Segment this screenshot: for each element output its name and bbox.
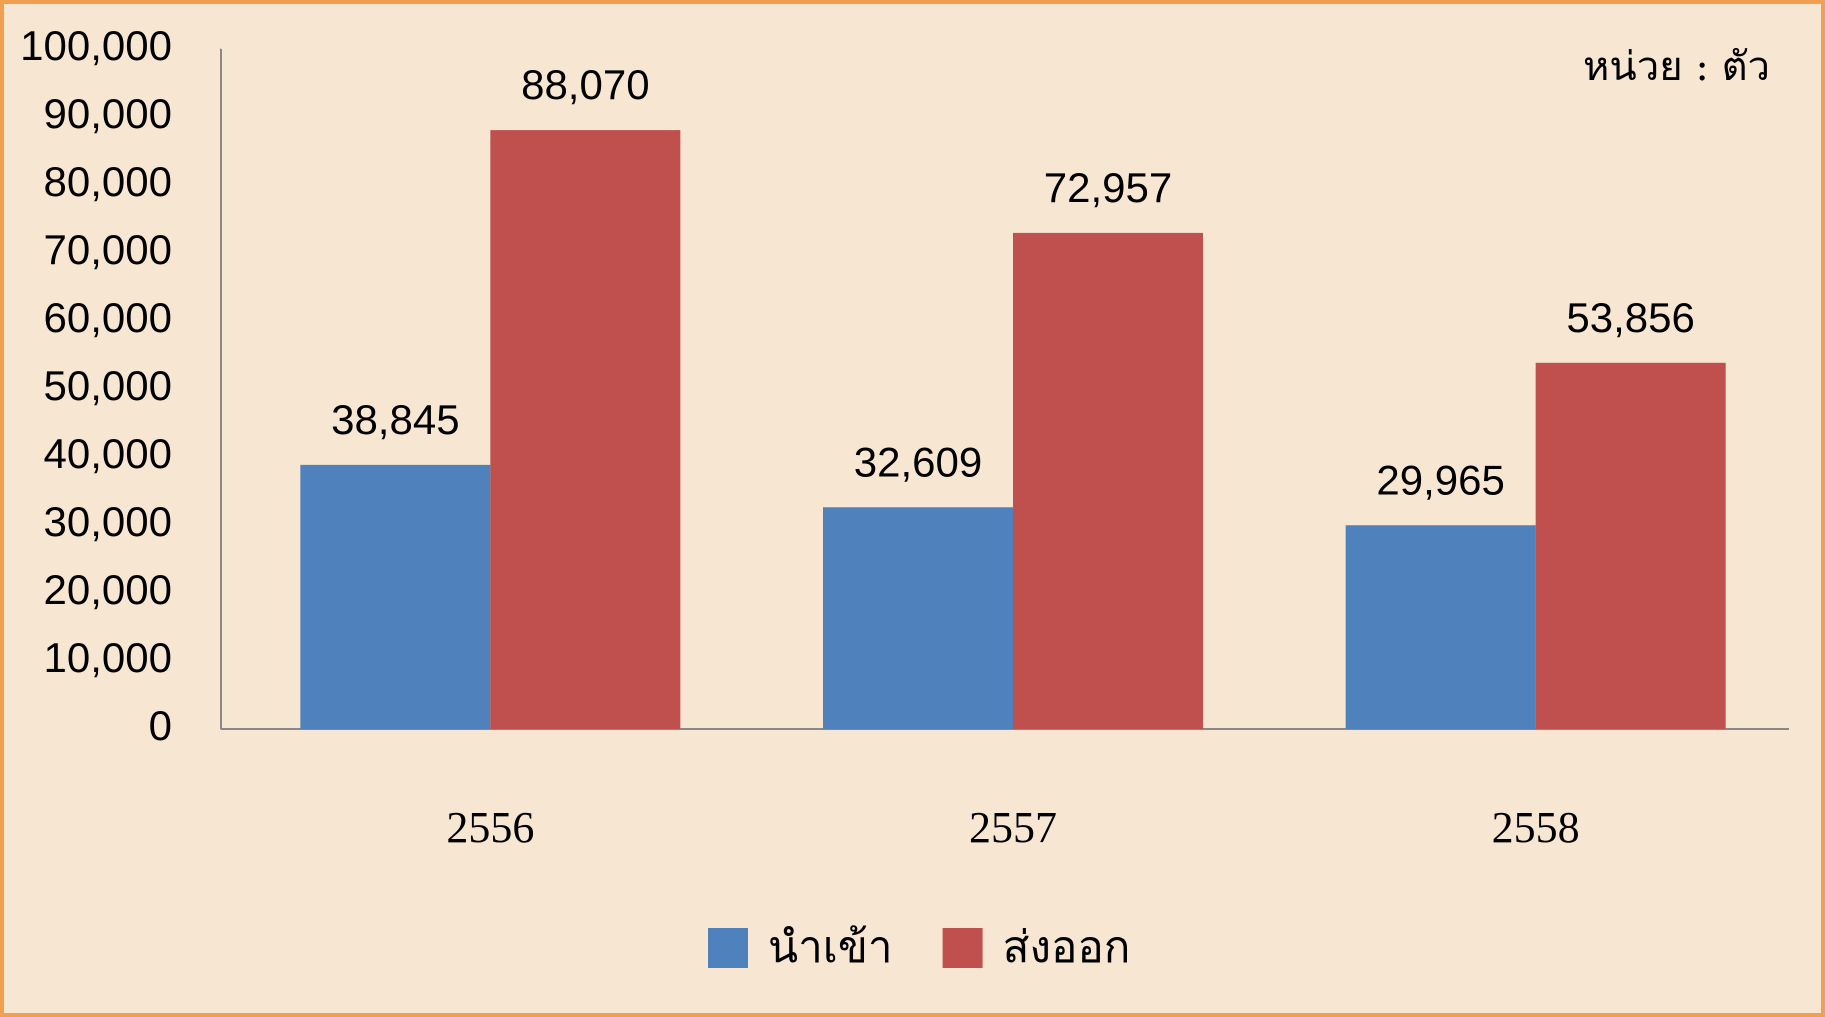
- bar: [823, 507, 1013, 729]
- value-label: 88,070: [521, 61, 649, 108]
- bar: [1013, 232, 1203, 729]
- y-tick-label: 50,000: [44, 362, 172, 409]
- legend-swatch: [942, 928, 983, 968]
- y-tick-label: 80,000: [44, 158, 172, 205]
- y-tick-label: 20,000: [44, 566, 172, 613]
- value-label: 38,845: [331, 396, 459, 443]
- x-tick-label: 2558: [1492, 803, 1580, 852]
- y-tick-label: 90,000: [44, 90, 172, 137]
- bar: [300, 464, 491, 729]
- y-tick-label: 60,000: [44, 294, 172, 341]
- y-tick-label: 0: [149, 702, 172, 749]
- value-label: 72,957: [1044, 164, 1172, 211]
- value-label: 53,856: [1566, 294, 1694, 341]
- value-label: 32,609: [854, 438, 982, 485]
- x-tick-label: 2557: [969, 803, 1057, 852]
- y-tick-label: 10,000: [44, 634, 172, 681]
- y-tick-label: 30,000: [44, 498, 172, 545]
- bar: [1535, 362, 1726, 729]
- y-tick-label: 100,000: [20, 22, 172, 69]
- y-tick-label: 40,000: [44, 430, 172, 477]
- bar: [1345, 525, 1536, 729]
- legend-label: นำเข้า: [768, 922, 893, 973]
- unit-annotation: หน่วย : ตัว: [1583, 44, 1770, 90]
- value-label: 29,965: [1376, 456, 1504, 503]
- y-tick-label: 70,000: [44, 226, 172, 273]
- legend-label: ส่งออก: [1003, 922, 1131, 973]
- x-tick-label: 2556: [446, 803, 534, 852]
- bar: [490, 130, 681, 729]
- legend-swatch: [708, 928, 748, 968]
